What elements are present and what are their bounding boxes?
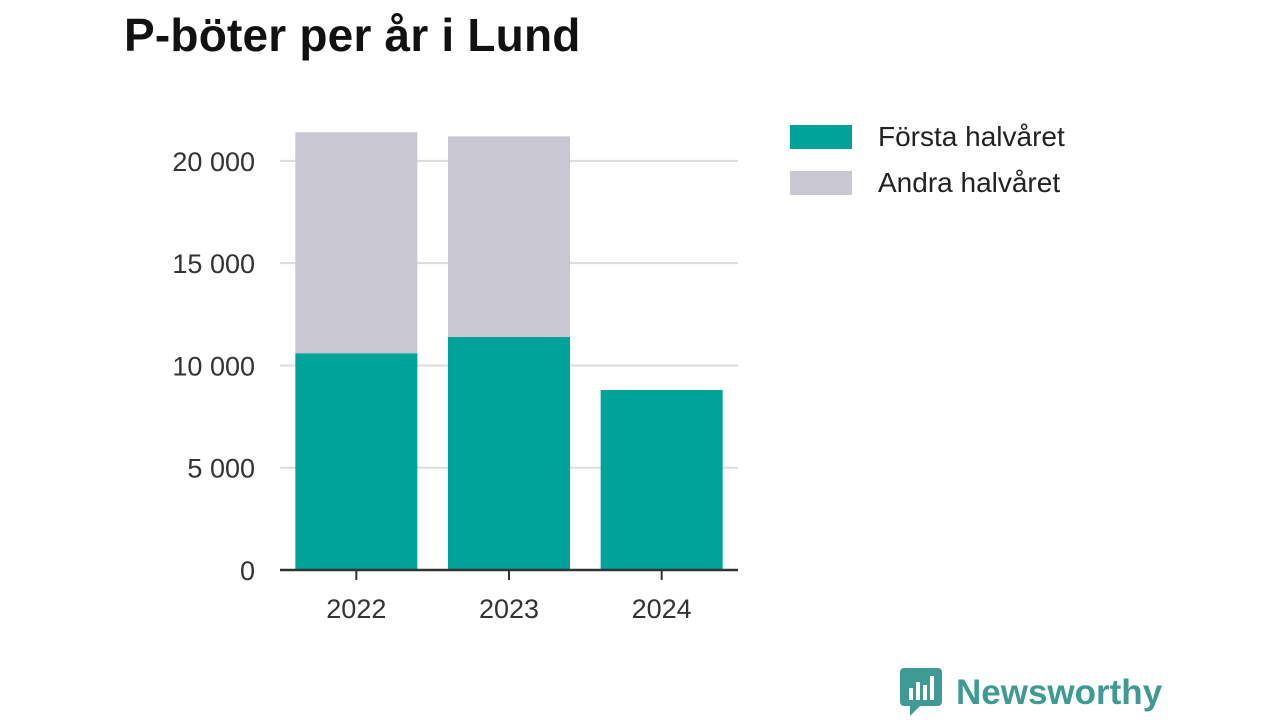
y-tick-label: 5 000 xyxy=(187,454,255,484)
bar-2022-series-1 xyxy=(295,132,418,354)
bar-2022-series-0 xyxy=(295,353,418,570)
y-tick-label: 10 000 xyxy=(172,351,255,381)
legend: Första halvåret Andra halvåret xyxy=(790,114,1065,206)
logo-text: Newsworthy xyxy=(956,673,1163,712)
y-tick-label: 0 xyxy=(240,556,255,586)
legend-label-first-half: Första halvåret xyxy=(878,121,1065,152)
bar-group xyxy=(295,132,723,570)
legend-item-second-half: Andra halvåret xyxy=(790,160,1065,206)
y-tick-label: 15 000 xyxy=(172,249,255,279)
y-tick-label: 20 000 xyxy=(172,147,255,177)
chart-title: P-böter per år i Lund xyxy=(124,9,581,61)
newsworthy-logo: Newsworthy xyxy=(900,668,1162,718)
newsworthy-chart-icon xyxy=(900,668,942,716)
legend-item-first-half: Första halvåret xyxy=(790,114,1065,160)
legend-label-second-half: Andra halvåret xyxy=(878,167,1061,198)
x-tick-labels: 2022 2023 2024 xyxy=(326,594,691,624)
legend-swatch-first-half xyxy=(790,125,852,149)
axes xyxy=(280,568,738,580)
y-tick-labels: 0 5 000 10 000 15 000 20 000 xyxy=(172,147,255,586)
bar-2024-series-0 xyxy=(600,390,723,570)
bar-2023-series-0 xyxy=(448,336,570,570)
bar-chart: 0 5 000 10 000 15 000 20 000 2022 2023 2024 xyxy=(172,132,738,624)
legend-swatch-second-half xyxy=(790,171,852,195)
x-tick-label: 2022 xyxy=(326,594,386,624)
bar-2023-series-1 xyxy=(448,136,570,337)
x-tick-label: 2024 xyxy=(632,594,692,624)
x-tick-label: 2023 xyxy=(479,594,539,624)
